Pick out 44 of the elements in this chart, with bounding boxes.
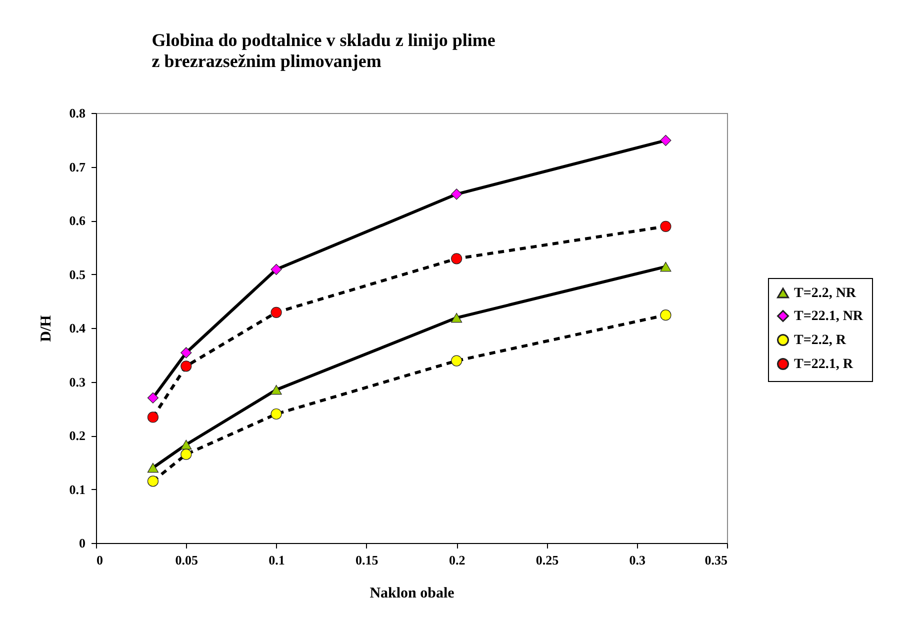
point xyxy=(180,360,192,372)
y-tick-label: 0.1 xyxy=(69,482,86,497)
legend-label: T=22.1, R xyxy=(794,357,854,372)
point xyxy=(451,312,462,323)
x-axis-title: Naklon obale xyxy=(370,586,455,602)
y-tick-label: 0.5 xyxy=(69,266,86,282)
x-tick-label: 0.15 xyxy=(356,552,379,568)
point xyxy=(147,462,159,473)
point xyxy=(451,355,462,366)
point xyxy=(147,476,159,487)
point xyxy=(270,384,282,395)
x-tick-label: 0.05 xyxy=(175,552,199,568)
y-tick-label: 0.8 xyxy=(69,106,86,120)
y-axis-title: D/H xyxy=(38,314,54,342)
point xyxy=(660,134,672,146)
point xyxy=(451,253,462,264)
point xyxy=(180,347,192,358)
x-tick-label: 0.25 xyxy=(536,552,560,568)
legend-label: T=2.2, R xyxy=(794,333,847,348)
x-tick-label: 0.35 xyxy=(704,552,728,568)
point xyxy=(660,220,672,232)
x-tick-label: 0.3 xyxy=(629,552,646,568)
point xyxy=(270,306,282,318)
point xyxy=(270,264,282,275)
point xyxy=(451,188,462,200)
y-tick-label: 0.7 xyxy=(69,159,86,174)
x-tick-label: 0.1 xyxy=(268,552,285,568)
point xyxy=(147,412,159,423)
point xyxy=(270,408,282,420)
point xyxy=(660,310,672,321)
legend-label: T=2.2, NR xyxy=(794,286,857,301)
chart-title: Globina do podtalnice v skladu z linijo plime z brezrazsežnim plimovanjem xyxy=(152,30,496,71)
y-tick-label: 0 xyxy=(79,536,86,550)
point xyxy=(147,392,159,404)
y-tick-label: 0.6 xyxy=(69,213,86,228)
x-tick-label: 0.2 xyxy=(448,552,466,568)
point xyxy=(180,448,192,460)
y-tick-label: 0.3 xyxy=(69,374,86,390)
x-tick-label: 0 xyxy=(96,552,103,568)
y-tick-label: 0.2 xyxy=(69,428,86,443)
point xyxy=(660,262,672,272)
point xyxy=(180,440,192,450)
y-tick-label: 0.4 xyxy=(69,320,86,336)
legend-label: T=22.1, NR xyxy=(794,309,864,324)
